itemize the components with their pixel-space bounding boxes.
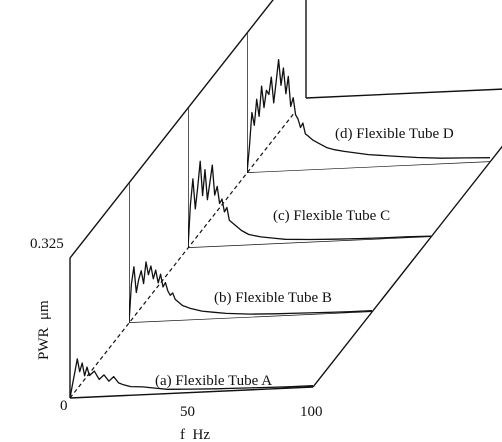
x-tick-label-50: 50 <box>180 404 195 420</box>
spectrum-line-1 <box>128 261 373 324</box>
panel-floor-3 <box>247 89 502 173</box>
panel-baseline-0 <box>69 386 314 399</box>
panel-floor-2 <box>188 162 490 248</box>
panel-label-1: (b) Flexible Tube B <box>214 290 332 306</box>
panel-1: (b) Flexible Tube B <box>128 108 432 324</box>
panel-wall-3 <box>247 0 306 173</box>
spectrum-line-3 <box>246 58 491 174</box>
panel-floor-0 <box>70 312 372 398</box>
base-edges <box>69 0 502 399</box>
y-tick-label-top: 0.325 <box>30 236 64 252</box>
panel-label-3: (d) Flexible Tube D <box>335 126 454 142</box>
panel-label-2: (c) Flexible Tube C <box>273 208 390 224</box>
panel-right-edge-0 <box>312 311 373 388</box>
panel-wall-0 <box>70 183 129 398</box>
panel-wall-1 <box>129 108 188 323</box>
panel-3: (d) Flexible Tube D <box>246 0 502 174</box>
x-axis-label: f Hz <box>180 427 210 442</box>
panel-0: (a) Flexible Tube A <box>69 183 373 399</box>
x-tick-label-100: 100 <box>300 404 323 420</box>
panel-right-edge-2 <box>430 161 491 238</box>
panel-label-0: (a) Flexible Tube A <box>155 373 272 389</box>
x-tick-label-0: 0 <box>60 398 68 414</box>
panel-floor-1 <box>129 237 431 323</box>
spectrum-line-0 <box>69 358 314 399</box>
y-axis-label: PWR μm <box>36 300 52 360</box>
top-depth-edge <box>69 0 274 259</box>
panel-right-edge-3 <box>489 145 502 163</box>
spectrum-line-2 <box>187 160 432 249</box>
back-floor-edge <box>305 88 502 99</box>
panel-right-edge-1 <box>371 236 432 313</box>
zero-depth-dashed-line <box>69 112 295 399</box>
spectrum-panels: (d) Flexible Tube D (c) Flexible Tube C (b… <box>69 0 502 399</box>
